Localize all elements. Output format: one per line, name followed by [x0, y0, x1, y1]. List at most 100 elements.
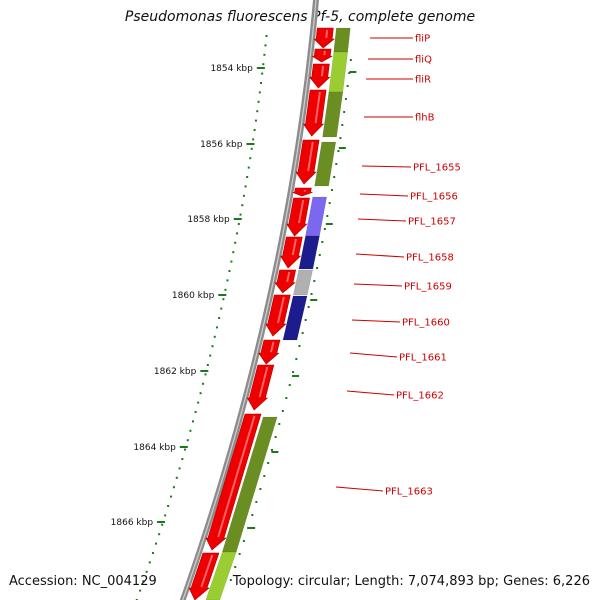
ruler-dot [328, 202, 331, 204]
scale-dot [194, 411, 197, 413]
scale-dot [256, 110, 259, 113]
gene-arrow-highlight [307, 141, 314, 172]
ruler-dot [307, 306, 310, 308]
label-leader [359, 193, 409, 197]
scale-dot [209, 354, 212, 357]
scale-dot [250, 147, 253, 150]
ruler-dot [346, 85, 349, 87]
ruler-dot [242, 540, 245, 542]
scale-dot [206, 364, 209, 366]
scale-dot [222, 298, 225, 301]
label-leader [353, 283, 403, 287]
label-leader [349, 352, 398, 358]
ruler-dot [333, 176, 336, 178]
gene-arrow [313, 27, 335, 49]
scale-dot [239, 213, 242, 216]
scale-dot [197, 401, 200, 404]
scale-label: 1866 kbp [111, 518, 154, 528]
gene-arrow-highlight [314, 91, 321, 124]
ruler-dot [267, 462, 270, 464]
scale-dot [161, 523, 164, 526]
ruler-dot [301, 332, 304, 334]
scale-dot [252, 138, 255, 141]
gene-arrow-highlight [270, 341, 275, 353]
label-leader [355, 253, 405, 258]
scale-dot [232, 251, 235, 254]
scale-dot [211, 345, 214, 348]
ruler-dot [348, 72, 351, 74]
label-leaders [335, 37, 413, 492]
ruler-dot [323, 228, 326, 230]
scale-labels: 1854 kbp 1856 kbp 1858 kbp 1860 kbp 1862 kbp… [111, 64, 253, 528]
gene-arrow [274, 269, 297, 294]
gene-arrow-highlight [200, 554, 214, 588]
scale-label: 1862 kbp [154, 367, 197, 377]
scale-dot [237, 223, 240, 225]
scale-dot [230, 260, 233, 263]
gene-label: flhB [415, 113, 435, 124]
gene-arrow-highlight [286, 271, 291, 282]
scale-dot [181, 458, 184, 460]
scale-dot [145, 570, 148, 573]
scale-dot [167, 505, 170, 507]
scale-dot [262, 63, 265, 66]
ruler-dot [337, 150, 340, 152]
cog-segment [205, 551, 237, 600]
gene-label: PFL_1656 [410, 192, 458, 203]
gene-arrow [302, 89, 327, 137]
scale-dot [155, 542, 158, 545]
gene-track[interactable] [188, 27, 335, 600]
ruler-dot [298, 345, 301, 347]
scale-dot [172, 486, 175, 489]
gene-label: PFL_1655 [413, 163, 461, 174]
label-leader [335, 486, 384, 492]
cog-segment [314, 141, 337, 187]
scale-dot [234, 241, 237, 244]
ruler-dot [288, 384, 291, 386]
ruler-dot [310, 293, 313, 295]
map-title: Pseudomonas fluorescens Pf-5, complete g… [124, 9, 476, 25]
ruler-dot [344, 98, 347, 100]
ruler-dot [326, 215, 329, 217]
ruler-dot [304, 319, 307, 321]
ruler-dot [251, 514, 254, 516]
scale-dot [204, 373, 207, 376]
ruler-dot [259, 488, 262, 490]
ruler-dot [292, 371, 295, 373]
cog-track [205, 27, 351, 600]
ruler-dot [321, 241, 324, 243]
ruler-dot [238, 553, 241, 555]
gene-arrow [205, 413, 262, 551]
gene-label: PFL_1661 [399, 353, 447, 364]
ruler-dot [313, 280, 316, 282]
gene-arrow-highlight [277, 296, 285, 324]
scale-dot [158, 533, 161, 536]
gene-label: fliR [415, 75, 431, 86]
scale-dot [258, 91, 261, 94]
genome-stats-text: Topology: circular; Length: 7,074,893 bp… [232, 574, 590, 589]
scale-dot [260, 82, 263, 84]
ruler-dot [281, 410, 284, 412]
ruler-dot [330, 189, 333, 191]
scale-label: 1856 kbp [200, 140, 243, 150]
scale-dot [224, 288, 227, 291]
scale-dot [184, 448, 187, 451]
scale-dot [253, 129, 256, 131]
ruler-dot [278, 423, 281, 425]
scale-label: 1858 kbp [187, 215, 230, 225]
scale-label: 1854 kbp [210, 64, 253, 74]
scale-dot [151, 552, 154, 554]
scale-dot [249, 157, 252, 160]
scale-dot [170, 495, 173, 498]
scale-dot [199, 392, 202, 395]
scale-dot [215, 326, 218, 329]
gene-label: PFL_1659 [404, 282, 452, 293]
gene-label: PFL_1658 [406, 253, 454, 264]
scale-dot [186, 439, 189, 442]
scale-dot [218, 317, 221, 319]
gene-arrow-highlight [291, 238, 297, 256]
scale-label: 1864 kbp [133, 443, 176, 453]
scale-dot [257, 100, 260, 103]
scale-label: 1860 kbp [172, 291, 215, 301]
